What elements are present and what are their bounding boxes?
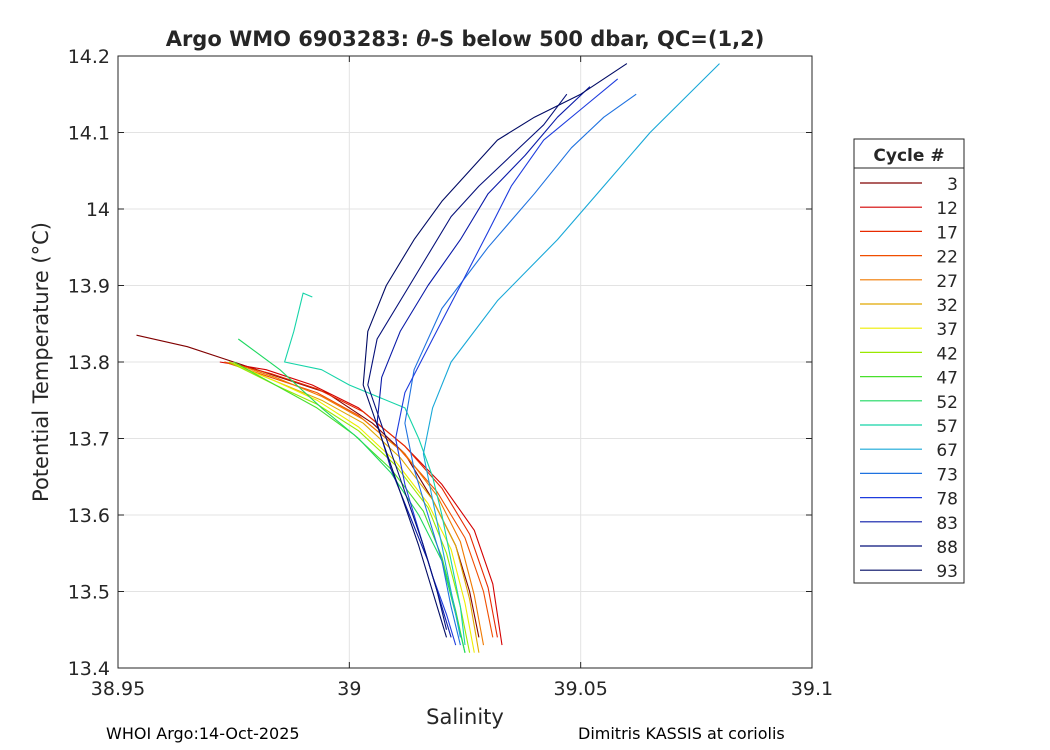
- series-layer: [136, 63, 720, 653]
- y-axis-label: Potential Temperature (°C): [29, 222, 53, 502]
- series-line-cycle-57: [284, 292, 466, 646]
- legend-entries: 3 12 17 22 27 32 37 42 47 52 57 67 73 78 83 88 93: [860, 175, 958, 582]
- legend-label-cycle-42: 42: [936, 344, 958, 364]
- legend-label-cycle-47: 47: [936, 369, 958, 389]
- series-line-cycle-27: [228, 361, 485, 646]
- y-tick-label: 14.2: [68, 46, 110, 68]
- y-tick-label: 13.6: [68, 505, 110, 527]
- legend-label-cycle-32: 32: [936, 296, 958, 316]
- legend-title: Cycle #: [873, 146, 944, 166]
- series-line-cycle-93: [362, 63, 628, 638]
- series-line-cycle-73: [404, 93, 637, 646]
- legend-label-cycle-17: 17: [936, 223, 958, 243]
- legend-label-cycle-73: 73: [936, 465, 958, 485]
- legend-label-cycle-78: 78: [936, 490, 958, 510]
- series-line-cycle-3: [136, 334, 480, 638]
- axis-ticks: 38.95 39 39.05 39.1 13.4 13.5 13.6 13.7 13.8 13.9…: [68, 46, 833, 700]
- footer-left: WHOI Argo:14-Oct-2025: [106, 724, 300, 743]
- y-tick-label: 13.8: [68, 352, 110, 374]
- series-line-cycle-88: [367, 93, 568, 630]
- x-tick-label: 39.1: [791, 678, 833, 700]
- y-tick-label: 13.4: [68, 658, 110, 680]
- x-tick-label: 39: [337, 678, 361, 700]
- legend-label-cycle-37: 37: [936, 320, 958, 340]
- chart-title: Argo WMO 6903283: θ-S below 500 dbar, QC…: [166, 26, 765, 51]
- legend-label-cycle-52: 52: [936, 393, 958, 413]
- series-line-cycle-67: [422, 63, 720, 638]
- y-tick-label: 13.5: [68, 582, 110, 604]
- legend-label-cycle-3: 3: [947, 175, 958, 195]
- legend-label-cycle-93: 93: [936, 562, 958, 582]
- legend-box: [853, 138, 965, 584]
- y-tick-label: 14: [86, 199, 110, 221]
- footer-right: Dimitris KASSIS at coriolis: [578, 724, 785, 743]
- legend-label-cycle-22: 22: [936, 248, 958, 268]
- legend-label-cycle-67: 67: [936, 441, 958, 461]
- y-tick-label: 13.7: [68, 429, 110, 451]
- chart-title-theta: θ: [416, 26, 430, 51]
- y-tick-label: 13.9: [68, 276, 110, 298]
- chart-title-prefix: Argo WMO 6903283:: [166, 27, 417, 51]
- chart-title-suffix: -S below 500 dbar, QC=(1,2): [430, 27, 764, 51]
- series-line-cycle-32: [228, 361, 480, 653]
- series-line-cycle-37: [228, 361, 475, 653]
- x-tick-label: 38.95: [91, 678, 145, 700]
- series-line-cycle-52: [237, 338, 466, 653]
- y-tick-label: 14.1: [68, 123, 110, 145]
- legend-label-cycle-83: 83: [936, 514, 958, 534]
- legend-label-cycle-27: 27: [936, 272, 958, 292]
- legend-label-cycle-88: 88: [936, 538, 958, 558]
- x-tick-label: 39.05: [553, 678, 607, 700]
- legend-label-cycle-12: 12: [936, 199, 958, 219]
- series-line-cycle-17: [224, 361, 498, 638]
- legend: Cycle # 3 12 17 22 27 32 37 42 47 52 57 67 73 78 83 88 9…: [853, 138, 965, 584]
- series-line-cycle-83: [376, 86, 591, 638]
- legend-label-cycle-57: 57: [936, 417, 958, 437]
- x-axis-label: Salinity: [426, 705, 504, 729]
